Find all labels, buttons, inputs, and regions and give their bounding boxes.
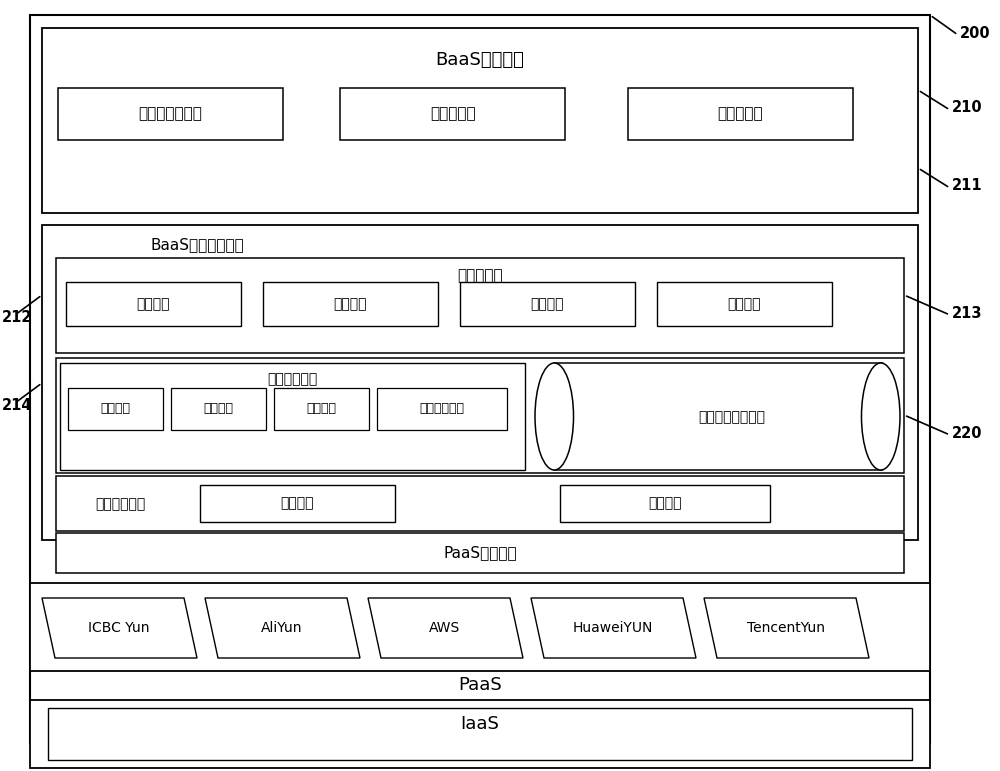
Text: 220: 220 (952, 426, 982, 440)
Text: HuaweiYUN: HuaweiYUN (573, 621, 653, 635)
Text: ICBC Yun: ICBC Yun (88, 621, 150, 635)
Ellipse shape (861, 363, 900, 470)
Text: BaaS管理平台: BaaS管理平台 (436, 51, 524, 69)
Bar (881, 363, 901, 470)
Text: PaaS云适配器: PaaS云适配器 (443, 546, 517, 561)
Text: 组网服务单元: 组网服务单元 (420, 402, 464, 416)
Text: 用户模板: 用户模板 (333, 297, 367, 311)
Bar (274, 388, 369, 430)
Text: BaaS适云组网装置: BaaS适云组网装置 (150, 237, 244, 252)
Text: 区块链模板: 区块链模板 (457, 268, 503, 284)
Bar (657, 282, 832, 326)
Polygon shape (205, 598, 360, 658)
Polygon shape (42, 598, 197, 658)
Text: PaaS: PaaS (458, 676, 502, 694)
Text: 200: 200 (960, 25, 991, 41)
Bar (56, 476, 904, 531)
Polygon shape (368, 598, 523, 658)
Bar (60, 363, 525, 470)
Bar (42, 225, 918, 540)
Text: 调度引擎: 调度引擎 (280, 496, 314, 510)
Polygon shape (704, 598, 869, 658)
Bar (628, 88, 853, 140)
Bar (263, 282, 438, 326)
Text: 210: 210 (952, 100, 983, 116)
Text: 211: 211 (952, 179, 983, 194)
Bar (377, 388, 507, 430)
Text: 创建区块链网络: 创建区块链网络 (138, 106, 202, 122)
Bar (56, 258, 904, 353)
Bar (554, 363, 881, 470)
Text: 产品模板: 产品模板 (136, 297, 170, 311)
Bar (30, 583, 930, 671)
Bar (460, 282, 635, 326)
Text: 区块链产品镜像库: 区块链产品镜像库 (698, 410, 766, 424)
Ellipse shape (535, 363, 574, 470)
Text: 监控模板: 监控模板 (727, 297, 761, 311)
Text: 213: 213 (952, 305, 982, 321)
Bar (58, 88, 283, 140)
Text: TencentYun: TencentYun (747, 621, 825, 635)
Text: 组网引擎: 组网引擎 (648, 496, 682, 510)
Polygon shape (531, 598, 696, 658)
Text: 节点认证: 节点认证 (306, 402, 336, 416)
Text: AliYun: AliYun (261, 621, 303, 635)
Text: 212: 212 (2, 311, 32, 325)
Text: 214: 214 (2, 399, 32, 413)
Text: 节点管理系统: 节点管理系统 (267, 372, 317, 386)
Text: 容器创建: 容器创建 (100, 402, 130, 416)
Bar (48, 708, 912, 760)
Bar (560, 485, 770, 522)
Text: 容器调度系统: 容器调度系统 (95, 497, 145, 511)
Bar (200, 485, 395, 522)
Bar (66, 282, 241, 326)
Bar (42, 28, 918, 213)
Text: 区块链监控: 区块链监控 (430, 106, 476, 122)
Text: 区块链运营: 区块链运营 (717, 106, 763, 122)
Bar (171, 388, 266, 430)
Text: IaaS: IaaS (461, 715, 499, 733)
Bar (340, 88, 565, 140)
Bar (56, 533, 904, 573)
Bar (30, 700, 930, 768)
Text: AWS: AWS (429, 621, 461, 635)
Bar (68, 388, 163, 430)
Text: 容器编排: 容器编排 (203, 402, 233, 416)
Text: 合约模板: 合约模板 (530, 297, 564, 311)
Bar (56, 358, 904, 473)
